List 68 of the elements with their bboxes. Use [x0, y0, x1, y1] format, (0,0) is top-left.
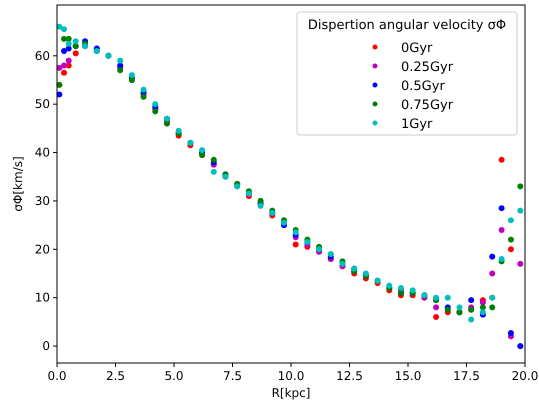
x-axis-title: R[kpc]	[272, 386, 310, 400]
point	[444, 294, 451, 301]
point	[498, 156, 505, 163]
x-tick-label: 2.5	[106, 369, 126, 383]
point	[66, 40, 72, 47]
point	[508, 246, 514, 252]
point	[433, 304, 440, 310]
point	[292, 229, 299, 236]
point	[362, 270, 369, 276]
legend-title: Dispertion angular velocity σΦ	[308, 18, 506, 33]
point	[480, 309, 486, 316]
point	[508, 330, 514, 336]
legend-label: 0.25Gyr	[401, 60, 454, 75]
point	[517, 183, 524, 190]
legend-label: 1Gyr	[401, 117, 434, 132]
point	[152, 108, 158, 114]
point	[433, 294, 440, 301]
x-tick-label: 5.0	[164, 369, 184, 383]
y-tick-label: 10	[34, 290, 50, 305]
point	[66, 58, 72, 64]
point	[508, 217, 514, 224]
point	[456, 304, 462, 310]
point	[152, 101, 158, 108]
point	[498, 226, 505, 233]
point	[199, 147, 206, 154]
x-tick-label: 17.5	[453, 369, 480, 383]
legend-label: 0.5Gyr	[401, 79, 446, 94]
x-tick-label: 20.0	[512, 369, 538, 383]
point	[140, 86, 147, 93]
y-tick-label: 20	[34, 242, 50, 256]
legend-label: 0Gyr	[401, 41, 434, 56]
point	[61, 48, 68, 54]
point	[72, 38, 79, 44]
y-axis-title: σΦ[km/s]	[11, 156, 25, 212]
x-tick-label: 15.0	[394, 369, 422, 383]
y-tick-label: 60	[34, 48, 50, 63]
point	[72, 50, 79, 56]
point	[517, 260, 524, 267]
x-tick-label: 7.5	[222, 369, 242, 383]
y-tick-label: 30	[34, 194, 50, 208]
point	[498, 205, 505, 212]
point	[468, 316, 474, 322]
y-tick-label: 40	[34, 146, 50, 160]
point	[61, 26, 68, 32]
point	[61, 62, 68, 68]
x-tick-label: 12.5	[336, 369, 363, 383]
point	[128, 72, 135, 78]
point	[508, 236, 514, 243]
point	[61, 70, 68, 76]
x-tick-label: 10.0	[278, 369, 304, 383]
point	[489, 304, 496, 310]
legend-label: 0.75Gyr	[401, 98, 454, 113]
x-tick-label: 0.0	[47, 369, 67, 383]
point	[117, 58, 124, 64]
point	[292, 241, 299, 248]
point	[176, 128, 182, 134]
point	[386, 282, 392, 289]
point	[410, 287, 416, 294]
point	[468, 297, 474, 304]
point	[498, 256, 505, 262]
point	[210, 156, 217, 163]
point	[210, 168, 217, 175]
point	[433, 314, 440, 320]
y-tick-label: 0	[42, 339, 50, 354]
y-tick-label: 50	[34, 97, 50, 112]
point	[517, 208, 524, 214]
point	[489, 270, 496, 276]
point	[489, 254, 496, 260]
